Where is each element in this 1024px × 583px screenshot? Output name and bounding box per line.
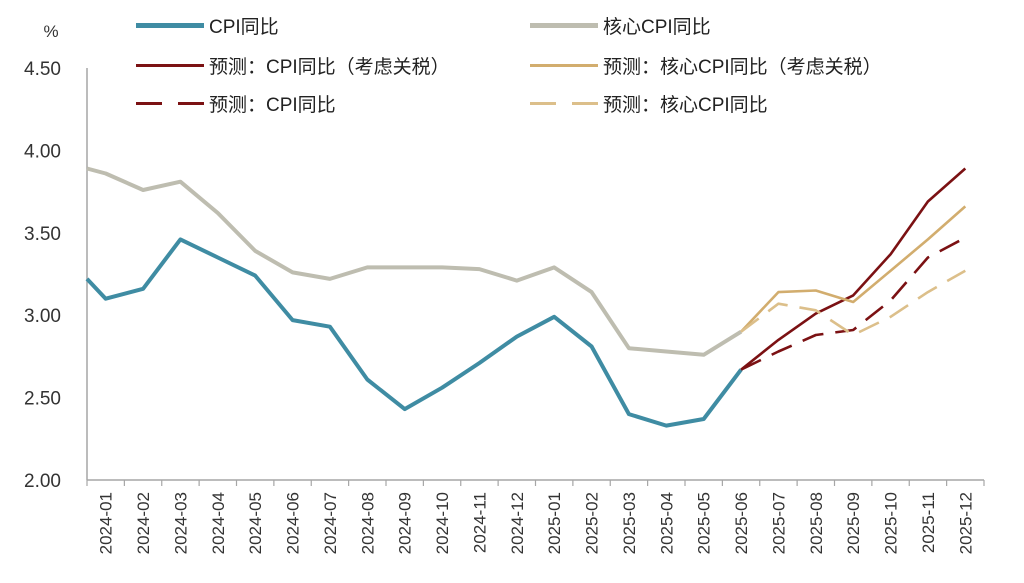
- series-line: [86, 166, 743, 357]
- series-line: [740, 269, 966, 337]
- legend-item: 预测：CPI同比（考虑关税）: [136, 52, 450, 79]
- legend-label: 预测：CPI同比: [209, 95, 336, 116]
- x-tick-label: 2024-08: [358, 492, 377, 554]
- dashed-line-swatch-icon: [530, 102, 598, 105]
- x-tick-label: 2024-03: [171, 492, 190, 554]
- x-tick-label: 2025-09: [844, 492, 863, 554]
- series-line: [740, 167, 967, 371]
- y-tick-label: 4.50: [24, 59, 61, 80]
- y-tick-label: 4.00: [24, 141, 61, 162]
- series-lines: [85, 166, 967, 428]
- legend-item: 预测：核心CPI同比（考虑关税）: [530, 52, 882, 79]
- x-tick-label: 2024-10: [433, 492, 452, 554]
- legend-item: 预测：核心CPI同比: [530, 90, 768, 117]
- series-line: [85, 237, 743, 428]
- y-tick-label: 3.50: [24, 224, 61, 245]
- y-tick-label: 2.50: [24, 389, 61, 410]
- y-unit-label: %: [43, 22, 58, 41]
- solid-line-swatch-icon: [136, 64, 204, 67]
- legend-label: CPI同比: [209, 17, 279, 38]
- x-tick-label: 2025-06: [732, 492, 751, 554]
- legend-label: 核心CPI同比: [603, 17, 711, 38]
- solid-line-swatch-icon: [136, 23, 204, 28]
- x-tick-label: 2025-05: [695, 492, 714, 554]
- legend-label: 预测：CPI同比（考虑关税）: [209, 57, 450, 78]
- legend-item: CPI同比: [136, 12, 279, 39]
- solid-line-swatch-icon: [530, 23, 598, 28]
- dashed-line-swatch-icon: [136, 102, 204, 105]
- x-tick-label: 2024-07: [321, 492, 340, 554]
- x-tick-label: 2024-01: [97, 492, 116, 554]
- x-tick-label: 2025-10: [882, 492, 901, 554]
- legend-label: 预测：核心CPI同比（考虑关税）: [603, 57, 882, 78]
- series-line: [740, 205, 967, 333]
- x-tick-label: 2024-05: [246, 492, 265, 554]
- x-tick-label: 2025-12: [956, 492, 975, 554]
- x-tick-label: 2025-01: [545, 492, 564, 554]
- y-tick-label: 2.00: [24, 471, 61, 492]
- x-tick-label: 2025-04: [657, 492, 676, 554]
- solid-line-swatch-icon: [530, 64, 598, 67]
- legend-label: 预测：核心CPI同比: [603, 95, 768, 116]
- legend-item: 核心CPI同比: [530, 12, 711, 39]
- legend-item: 预测：CPI同比: [136, 90, 336, 117]
- x-tick-label: 2025-02: [583, 492, 602, 554]
- x-tick-label: 2024-04: [209, 492, 228, 554]
- x-tick-label: 2024-06: [284, 492, 303, 554]
- y-tick-label: 3.00: [24, 306, 61, 327]
- x-tick-label: 2024-11: [470, 492, 489, 553]
- x-tick-label: 2025-03: [620, 492, 639, 554]
- x-tick-label: 2025-11: [919, 492, 938, 553]
- x-tick-label: 2024-12: [508, 492, 527, 554]
- x-tick-label: 2024-02: [134, 492, 153, 554]
- axes: 2.00 2.50 3.00 3.50 4.00 4.50% 2024-01 2024-02 2…: [24, 22, 985, 554]
- x-tick-label: 2025-07: [769, 492, 788, 554]
- x-tick-label: 2025-08: [807, 492, 826, 554]
- series-line: [740, 236, 966, 371]
- x-tick-label: 2024-09: [396, 492, 415, 554]
